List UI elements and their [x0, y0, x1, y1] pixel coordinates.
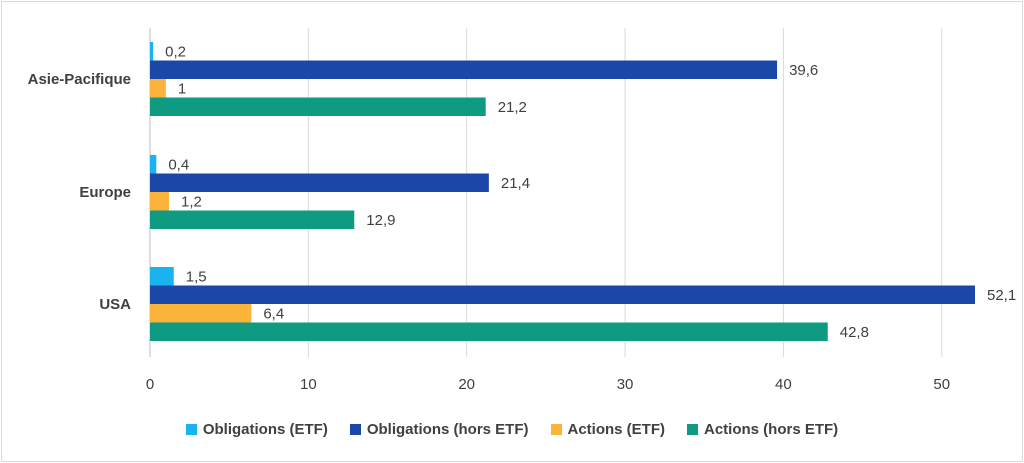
bar-asie-pacifique-series-4: [150, 97, 486, 116]
legend-item-3: Actions (ETF): [550, 421, 666, 438]
legend-swatch-3: [550, 424, 562, 435]
legend-swatch-1: [185, 424, 197, 435]
legend-label-3: Actions (ETF): [567, 421, 666, 438]
chart-legend: Obligations (ETF) Obligations (hors ETF) A…: [0, 421, 1024, 438]
bar-chart: 0 10 20 30 40 50 0,2 39,6 1 21,2 Asie-Pacifique 0,4…: [28, 28, 1016, 393]
x-tick-label-10: 10: [300, 376, 317, 393]
bar-europe-series-2: [150, 173, 489, 192]
category-label-usa: USA: [99, 296, 131, 313]
legend-item-1: Obligations (ETF): [185, 421, 328, 438]
x-tick-label-0: 0: [146, 376, 154, 393]
x-tick-label-50: 50: [933, 376, 950, 393]
category-label-asie-pacifique: Asie-Pacifique: [28, 71, 131, 88]
data-label-europe-series-1: 0,4: [168, 156, 189, 173]
bar-usa-series-4: [150, 322, 828, 341]
x-tick-label-40: 40: [775, 376, 792, 393]
data-label-usa-series-1: 1,5: [186, 268, 207, 285]
legend-swatch-2: [349, 424, 361, 435]
category-label-europe: Europe: [79, 184, 131, 201]
data-label-usa-series-4: 42,8: [840, 324, 869, 341]
legend-item-2: Obligations (hors ETF): [349, 421, 529, 438]
data-label-asie-pacifique-series-2: 39,6: [789, 62, 818, 79]
bar-asie-pacifique-series-3: [150, 79, 166, 98]
bar-europe-series-1: [150, 155, 157, 174]
data-label-europe-series-2: 21,4: [501, 175, 530, 192]
bar-asie-pacifique-series-2: [150, 60, 778, 79]
bar-usa-series-1: [150, 267, 174, 286]
bar-asie-pacifique-series-1: [150, 42, 154, 61]
bar-usa-series-2: [150, 285, 975, 304]
data-label-asie-pacifique-series-3: 1: [178, 80, 186, 97]
data-label-asie-pacifique-series-4: 21,2: [498, 99, 527, 116]
data-label-usa-series-2: 52,1: [987, 287, 1016, 304]
bar-europe-series-3: [150, 192, 170, 211]
legend-swatch-4: [687, 424, 698, 435]
legend-label-1: Obligations (ETF): [202, 421, 328, 438]
bar-europe-series-4: [150, 210, 355, 229]
x-tick-label-20: 20: [458, 376, 475, 393]
x-tick-label-30: 30: [617, 376, 634, 393]
legend-item-4: Actions (hors ETF): [687, 421, 838, 438]
data-label-asie-pacifique-series-1: 0,2: [165, 43, 186, 60]
data-label-europe-series-4: 12,9: [366, 212, 395, 229]
legend-label-2: Obligations (hors ETF): [366, 421, 529, 438]
data-label-usa-series-3: 6,4: [263, 305, 284, 322]
bar-usa-series-3: [150, 304, 252, 323]
legend-label-4: Actions (hors ETF): [704, 421, 839, 438]
data-label-europe-series-3: 1,2: [181, 193, 202, 210]
